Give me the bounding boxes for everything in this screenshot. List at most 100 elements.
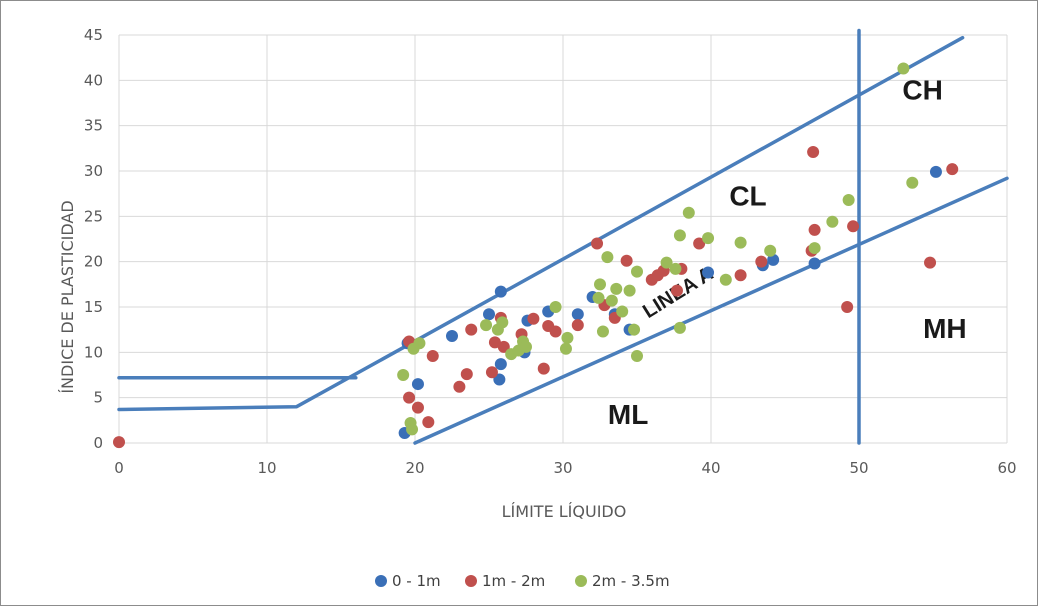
y-tick-label: 5 — [93, 389, 103, 407]
x-tick-label: 10 — [257, 459, 276, 477]
data-point — [494, 358, 507, 371]
data-point — [411, 401, 424, 414]
legend: 0 - 1m 1m - 2m 2m - 3.5m — [375, 572, 670, 590]
data-point — [682, 206, 695, 219]
data-point — [755, 255, 768, 268]
legend-marker — [575, 575, 587, 587]
data-point — [673, 321, 686, 334]
data-point — [549, 325, 562, 338]
y-tick-label: 20 — [84, 253, 103, 271]
legend-marker — [465, 575, 477, 587]
data-point — [605, 294, 618, 307]
data-point — [670, 284, 683, 297]
data-point — [673, 229, 686, 242]
y-tick-label: 35 — [84, 117, 103, 135]
data-point — [702, 232, 715, 245]
data-point — [897, 62, 910, 75]
data-point — [561, 331, 574, 344]
legend-marker — [375, 575, 387, 587]
data-point — [480, 319, 493, 332]
data-point — [807, 145, 820, 158]
data-point — [497, 340, 510, 353]
data-point — [842, 194, 855, 207]
x-tick-label: 60 — [997, 459, 1016, 477]
reference-line — [117, 35, 965, 412]
data-point — [460, 368, 473, 381]
x-tick-label: 20 — [405, 459, 424, 477]
region-label: MH — [923, 313, 967, 344]
data-point — [767, 253, 780, 266]
data-point — [610, 282, 623, 295]
data-point — [841, 301, 854, 313]
region-label: CH — [902, 74, 942, 105]
reference-line — [413, 176, 1009, 445]
data-point — [559, 342, 572, 355]
data-point — [628, 323, 641, 336]
data-point — [929, 165, 942, 178]
data-point — [465, 323, 478, 336]
data-point — [808, 257, 821, 270]
y-tick-label: 45 — [84, 26, 103, 44]
data-point — [693, 237, 706, 250]
data-point — [702, 266, 715, 279]
data-point — [453, 380, 466, 393]
data-points — [113, 62, 959, 449]
data-point — [591, 237, 604, 250]
data-point — [847, 220, 860, 233]
data-point — [826, 215, 839, 228]
y-tick-labels: 0 5 10 15 20 25 30 35 40 45 — [84, 26, 103, 452]
y-tick-label: 0 — [93, 434, 103, 452]
y-tick-label: 30 — [84, 162, 103, 180]
data-point — [596, 325, 609, 338]
data-point — [946, 163, 959, 176]
data-point — [616, 305, 629, 318]
data-point — [411, 378, 424, 391]
data-point — [734, 236, 747, 249]
data-point — [594, 278, 606, 291]
data-point — [549, 301, 562, 313]
data-point — [527, 312, 540, 325]
data-point — [571, 308, 584, 321]
y-tick-label: 25 — [84, 207, 103, 225]
data-point — [537, 362, 550, 375]
data-point — [488, 336, 501, 349]
data-point — [493, 373, 506, 386]
data-point — [592, 291, 605, 304]
data-point — [764, 244, 777, 257]
data-point — [719, 273, 732, 286]
reference-lines — [117, 28, 1009, 445]
x-tick-label: 30 — [553, 459, 572, 477]
data-point — [485, 366, 498, 379]
y-tick-label: 10 — [84, 343, 103, 361]
data-point — [734, 269, 747, 282]
data-point — [924, 256, 937, 269]
region-label: CL — [729, 180, 766, 211]
y-tick-label: 40 — [84, 71, 103, 89]
data-point — [520, 340, 532, 353]
data-point — [906, 176, 919, 189]
data-point — [483, 308, 495, 321]
x-tick-labels: 0 10 20 30 40 50 60 — [114, 459, 1016, 477]
legend-entry: 0 - 1m — [392, 572, 441, 590]
data-point — [406, 423, 419, 436]
data-point — [571, 319, 584, 332]
data-point — [660, 256, 673, 269]
data-point — [808, 242, 821, 255]
legend-entry: 2m - 3.5m — [592, 572, 670, 590]
data-point — [422, 416, 435, 429]
x-tick-label: 0 — [114, 459, 124, 477]
data-point — [397, 369, 410, 381]
data-point — [113, 436, 125, 449]
x-tick-label: 50 — [849, 459, 868, 477]
x-tick-label: 40 — [701, 459, 720, 477]
data-point — [413, 337, 426, 350]
region-label: ML — [608, 399, 648, 430]
data-point — [631, 265, 643, 278]
data-point — [494, 285, 507, 298]
data-point — [623, 284, 636, 297]
data-point — [403, 391, 416, 404]
y-axis-label: ÍNDICE DE PLASTICIDAD — [58, 200, 77, 393]
